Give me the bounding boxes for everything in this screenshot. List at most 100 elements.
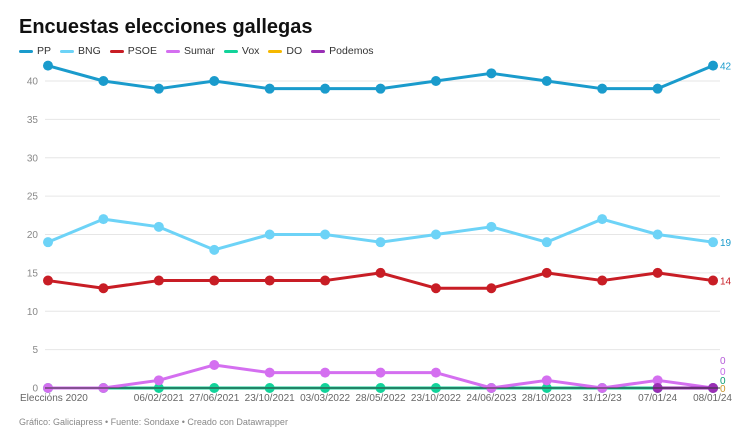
data-point <box>153 221 164 232</box>
data-point <box>652 229 663 240</box>
data-point <box>486 68 497 79</box>
end-label-pp: 42 <box>720 62 732 73</box>
x-tick-label: Elecciόns 2020 <box>20 392 88 404</box>
chart-title: Encuestas elecciones gallegas <box>19 16 313 38</box>
legend-label: BNG <box>78 45 101 57</box>
data-point <box>652 375 663 386</box>
legend-swatch <box>165 49 180 53</box>
series-pp <box>43 60 719 94</box>
legend-swatch <box>60 49 75 53</box>
end-label-bng: 19 <box>720 238 732 249</box>
data-point <box>541 237 552 248</box>
data-point <box>430 367 441 378</box>
data-point <box>708 60 719 71</box>
y-tick-label: 15 <box>27 268 39 279</box>
legend-item-podemos: Podemos <box>311 45 374 57</box>
data-point <box>98 283 109 294</box>
data-point <box>597 214 608 225</box>
x-tick-label: 28/05/2022 <box>355 393 405 404</box>
data-point <box>43 275 53 286</box>
end-label-podemos: 0 <box>720 356 726 367</box>
data-point <box>541 76 552 86</box>
legend-item-do: DO <box>268 45 302 57</box>
legend-item-pp: PP <box>19 45 51 57</box>
legend-label: PSOE <box>127 45 157 57</box>
data-point <box>652 267 663 278</box>
data-point <box>209 359 220 370</box>
x-tick-label: 28/10/2023 <box>522 393 572 404</box>
end-label-do: 0 <box>720 384 726 395</box>
legend-label: Sumar <box>183 45 215 57</box>
data-point <box>209 244 220 255</box>
data-point <box>708 275 719 286</box>
data-point <box>652 83 663 94</box>
data-point <box>320 229 331 240</box>
x-tick-label: 24/06/2023 <box>466 393 516 404</box>
legend: PP BNG PSOE Sumar Vox DO Podemos <box>19 45 374 57</box>
x-tick-label: 07/01/24 <box>638 393 677 404</box>
data-point <box>375 237 386 248</box>
data-point <box>597 83 608 94</box>
legend-swatch <box>268 49 283 53</box>
data-point <box>153 375 164 386</box>
y-tick-label: 5 <box>32 345 38 356</box>
data-point <box>708 237 719 248</box>
y-tick-label: 40 <box>27 77 39 88</box>
data-point <box>264 229 275 240</box>
data-point <box>320 367 331 378</box>
data-point <box>98 214 109 225</box>
series-psoe <box>43 267 719 294</box>
legend-swatch <box>19 49 33 53</box>
data-point <box>153 275 164 286</box>
y-tick-label: 25 <box>27 192 39 203</box>
data-point <box>430 76 441 86</box>
data-point <box>209 76 220 86</box>
legend-label: DO <box>286 45 303 57</box>
data-point <box>264 367 275 378</box>
y-tick-label: 30 <box>27 153 39 164</box>
legend-item-vox: Vox <box>223 45 260 57</box>
data-point <box>209 275 220 286</box>
x-tick-label: 31/12/23 <box>583 393 622 404</box>
y-tick-label: 10 <box>27 307 39 318</box>
x-tick-label: 08/01/24 <box>693 393 732 404</box>
legend-swatch <box>109 49 124 53</box>
y-tick-label: 35 <box>27 115 39 126</box>
x-tick-label: 03/03/2022 <box>300 393 350 404</box>
data-point <box>375 83 386 94</box>
x-tick-label: 06/02/2021 <box>134 393 184 404</box>
data-point <box>541 375 552 386</box>
data-point <box>541 267 552 278</box>
data-point <box>597 275 608 286</box>
legend-swatch <box>311 49 326 53</box>
end-label-sumar: 0 <box>720 367 726 378</box>
end-label-psoe: 14 <box>720 277 732 288</box>
series-bng <box>43 214 719 255</box>
legend-swatch <box>223 49 238 53</box>
data-point <box>375 367 386 378</box>
x-tick-label: 23/10/2021 <box>245 393 295 404</box>
end-label-vox: 0 <box>720 376 726 387</box>
y-tick-label: 20 <box>27 230 39 241</box>
data-point <box>264 275 275 286</box>
data-point <box>430 229 441 240</box>
data-point <box>430 283 441 294</box>
legend-label: Vox <box>241 45 260 57</box>
data-point <box>153 83 164 94</box>
chart-footer: Gráfico: Galiciapress • Fuente: Sondaxe … <box>19 417 288 427</box>
data-point <box>486 283 497 294</box>
legend-item-psoe: PSOE <box>109 45 157 57</box>
data-point <box>264 83 275 94</box>
legend-label: PP <box>37 45 52 57</box>
legend-item-sumar: Sumar <box>165 45 215 57</box>
data-point <box>43 60 53 71</box>
x-tick-label: 27/06/2021 <box>189 393 239 404</box>
data-point <box>43 237 53 248</box>
y-tick-label: 0 <box>32 384 38 395</box>
data-point <box>320 275 331 286</box>
data-point <box>375 267 386 278</box>
x-tick-label: 23/10/2022 <box>411 393 461 404</box>
data-point <box>98 76 109 86</box>
data-point <box>486 221 497 232</box>
